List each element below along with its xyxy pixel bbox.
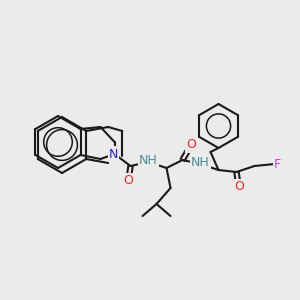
Text: O: O xyxy=(235,181,244,194)
Text: O: O xyxy=(187,139,196,152)
Text: F: F xyxy=(274,158,281,170)
Text: N: N xyxy=(109,148,118,160)
Text: NH: NH xyxy=(191,157,210,169)
Text: O: O xyxy=(124,175,134,188)
Text: NH: NH xyxy=(139,154,158,167)
